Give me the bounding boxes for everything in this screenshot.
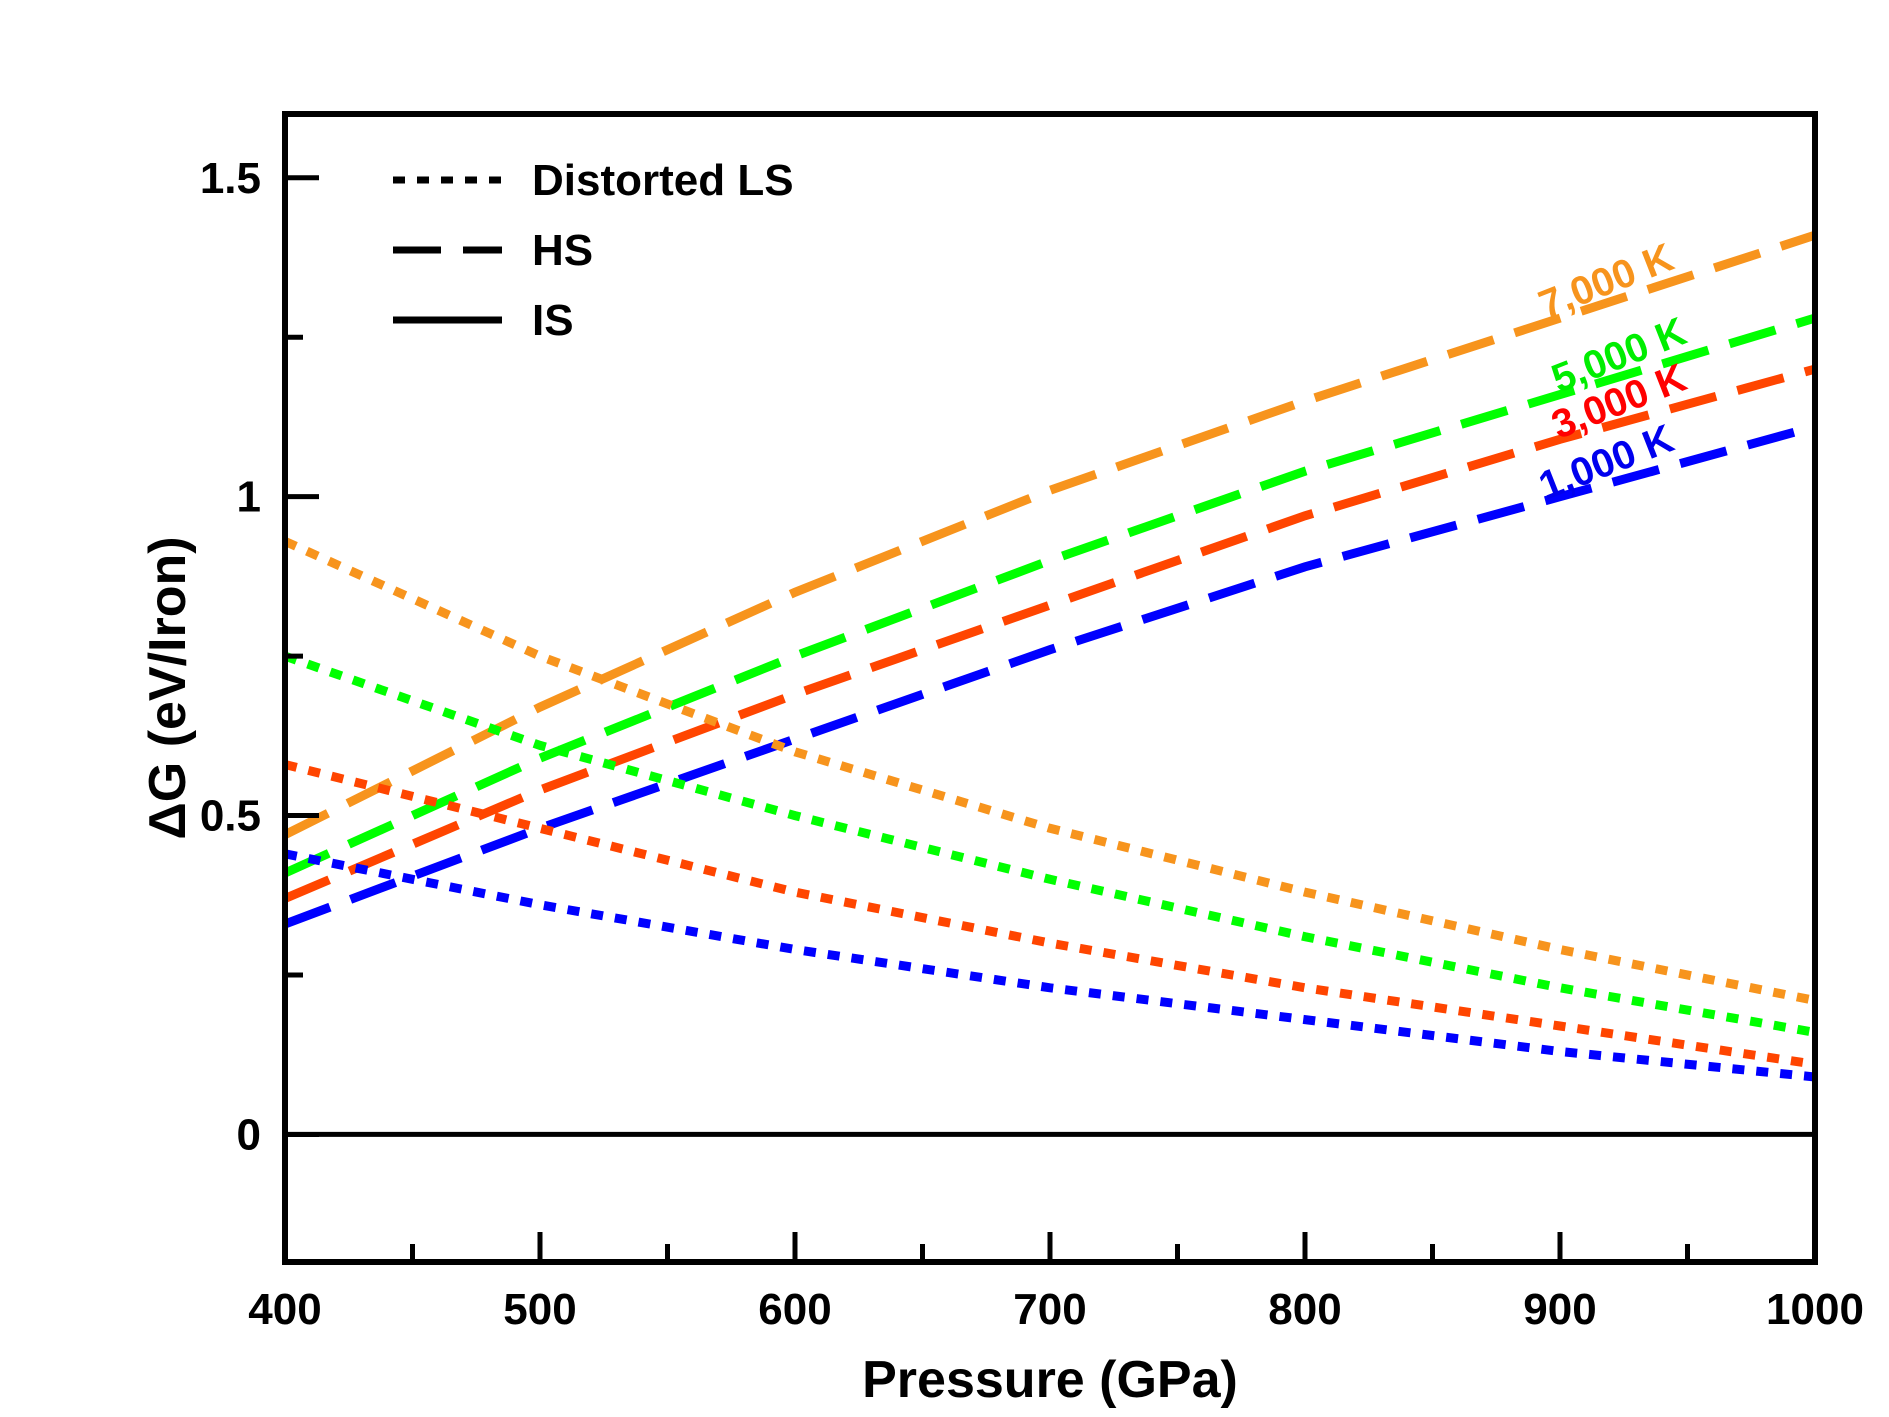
series-line-distorted-ls-7-000-k <box>285 537 1815 1005</box>
series-line-distorted-ls-1-000-k <box>285 849 1815 1082</box>
temperature-label-7-000-k: 7,000 K <box>1533 235 1680 327</box>
series-line-distorted-ls-3-000-k <box>285 760 1815 1069</box>
series-line-hs-5-000-k <box>285 313 1815 878</box>
y-tick-label-1-5: 1.5 <box>200 154 261 203</box>
x-tick-label-800: 800 <box>1268 1285 1341 1334</box>
x-axis-title: Pressure (GPa) <box>862 1351 1238 1409</box>
y-tick-label-1: 1 <box>237 473 261 522</box>
legend-label-hs: HS <box>532 226 593 275</box>
x-tick-label-1000: 1000 <box>1766 1285 1864 1334</box>
series-layer <box>285 230 1815 1137</box>
legend: Distorted LS HS IS <box>393 156 794 345</box>
series-line-hs-1-000-k <box>285 422 1815 929</box>
y-tick-label-0-5: 0.5 <box>200 792 261 841</box>
x-tick-label-900: 900 <box>1523 1285 1596 1334</box>
axes-layer <box>282 111 1818 1265</box>
legend-label-distorted-ls: Distorted LS <box>532 156 794 205</box>
x-tick-label-600: 600 <box>758 1285 831 1334</box>
series-line-hs-7-000-k <box>285 230 1815 839</box>
x-tick-label-400: 400 <box>248 1285 321 1334</box>
series-line-hs-3-000-k <box>285 364 1815 903</box>
legend-label-is: IS <box>532 296 574 345</box>
x-tick-label-700: 700 <box>1013 1285 1086 1334</box>
y-axis-title: ΔG (eV/Iron) <box>139 536 197 839</box>
series-line-distorted-ls-5-000-k <box>285 651 1815 1037</box>
y-tick-label-0: 0 <box>237 1110 261 1159</box>
x-tick-label-500: 500 <box>503 1285 576 1334</box>
